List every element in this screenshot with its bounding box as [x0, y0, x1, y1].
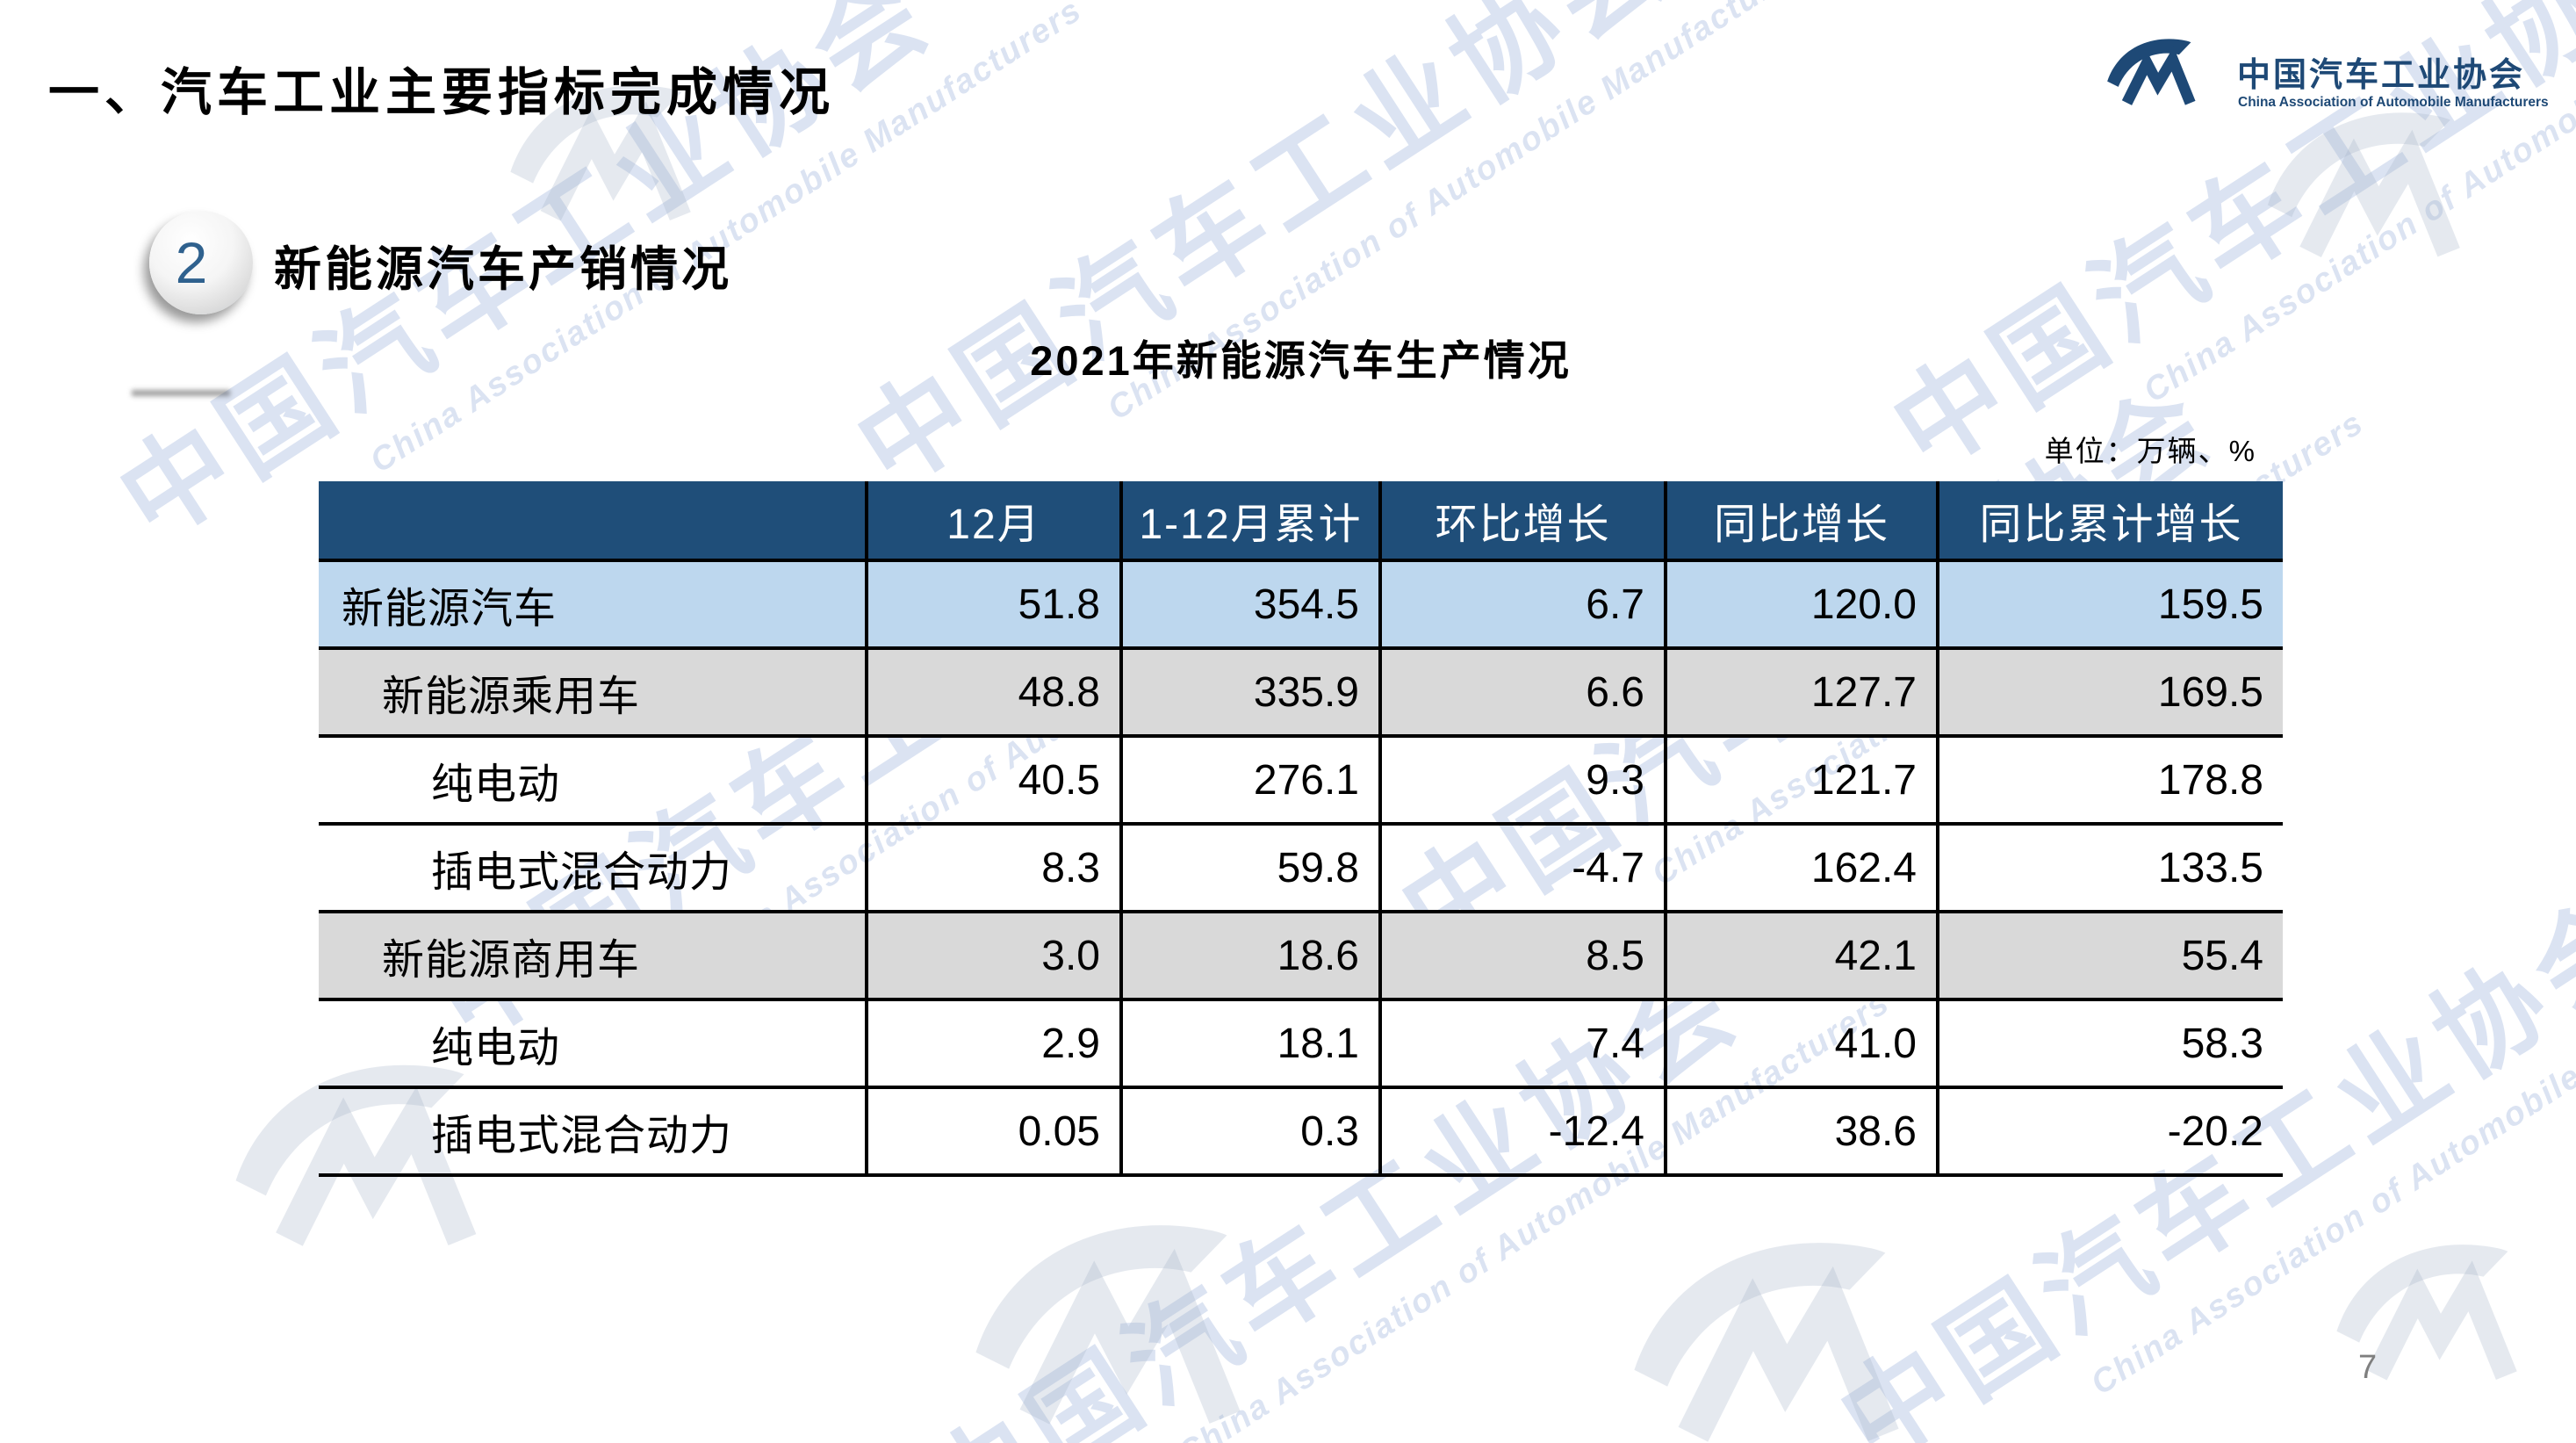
column-header: 12月	[865, 481, 1119, 562]
cell: 120.0	[1664, 562, 1936, 650]
cell: 121.7	[1664, 738, 1936, 826]
column-header: 同比增长	[1664, 481, 1936, 562]
cell: 169.5	[1936, 650, 2283, 738]
cell: 2.9	[865, 1001, 1119, 1089]
cell: 6.7	[1378, 562, 1664, 650]
cell: 133.5	[1936, 826, 2283, 913]
column-header: 1-12月累计	[1119, 481, 1378, 562]
section-heading: 新能源汽车产销情况	[274, 243, 732, 296]
cell: 41.0	[1664, 1001, 1936, 1089]
cell: 159.5	[1936, 562, 2283, 650]
unit-label: 单位：万辆、%	[2044, 435, 2256, 467]
section-number-badge: 2	[149, 211, 253, 314]
row-label: 插电式混合动力	[319, 826, 865, 913]
table-title: 2021年新能源汽车生产情况	[1030, 337, 1572, 384]
cell: 55.4	[1936, 913, 2283, 1001]
cell: 178.8	[1936, 738, 2283, 826]
cell: 276.1	[1119, 738, 1378, 826]
cm-logo-icon	[2097, 32, 2228, 109]
cell: 335.9	[1119, 650, 1378, 738]
cell: 59.8	[1119, 826, 1378, 913]
cell: 8.3	[865, 826, 1119, 913]
badge-shadow	[132, 390, 230, 396]
column-header	[319, 481, 865, 562]
caam-logo: 中国汽车工业协会 China Association of Automobile…	[2097, 25, 2562, 130]
cell: 51.8	[865, 562, 1119, 650]
cm-watermark-icon	[948, 1203, 1335, 1435]
cell: 58.3	[1936, 1001, 2283, 1089]
cell: 162.4	[1664, 826, 1936, 913]
slide-title: 一、汽车工业主要指标完成情况	[48, 64, 836, 121]
row-label: 纯电动	[319, 1001, 865, 1089]
cell: 6.6	[1378, 650, 1664, 738]
cell: 127.7	[1664, 650, 1936, 738]
row-label: 纯电动	[319, 738, 865, 826]
cell: 7.4	[1378, 1001, 1664, 1089]
cell: 0.3	[1119, 1089, 1378, 1177]
cell: -12.4	[1378, 1089, 1664, 1177]
column-header: 同比累计增长	[1936, 481, 2283, 562]
logo-name-en: China Association of Automobile Manufact…	[2238, 95, 2549, 110]
cell: 42.1	[1664, 913, 1936, 1001]
row-label: 新能源汽车	[319, 562, 865, 650]
cell: 9.3	[1378, 738, 1664, 826]
cell: 40.5	[865, 738, 1119, 826]
row-label: 插电式混合动力	[319, 1089, 865, 1177]
production-table: 12月 1-12月累计 环比增长 同比增长 同比累计增长 新能源汽车 51.8 …	[319, 481, 2283, 1177]
cell: 8.5	[1378, 913, 1664, 1001]
logo-name-zh: 中国汽车工业协会	[2237, 57, 2526, 94]
cm-watermark-icon	[2318, 1230, 2576, 1388]
cell: 0.05	[865, 1089, 1119, 1177]
cell: -4.7	[1378, 826, 1664, 913]
cell: 38.6	[1664, 1089, 1936, 1177]
cell: 18.1	[1119, 1001, 1378, 1089]
cell: 3.0	[865, 913, 1119, 1001]
column-header: 环比增长	[1378, 481, 1664, 562]
cell: -20.2	[1936, 1089, 2283, 1177]
row-label: 新能源乘用车	[319, 650, 865, 738]
cell: 18.6	[1119, 913, 1378, 1001]
cell: 48.8	[865, 650, 1119, 738]
section-number: 2	[175, 230, 208, 295]
row-label: 新能源商用车	[319, 913, 865, 1001]
cell: 354.5	[1119, 562, 1378, 650]
page-number: 7	[2358, 1349, 2378, 1386]
cm-watermark-icon	[1607, 1221, 1993, 1443]
